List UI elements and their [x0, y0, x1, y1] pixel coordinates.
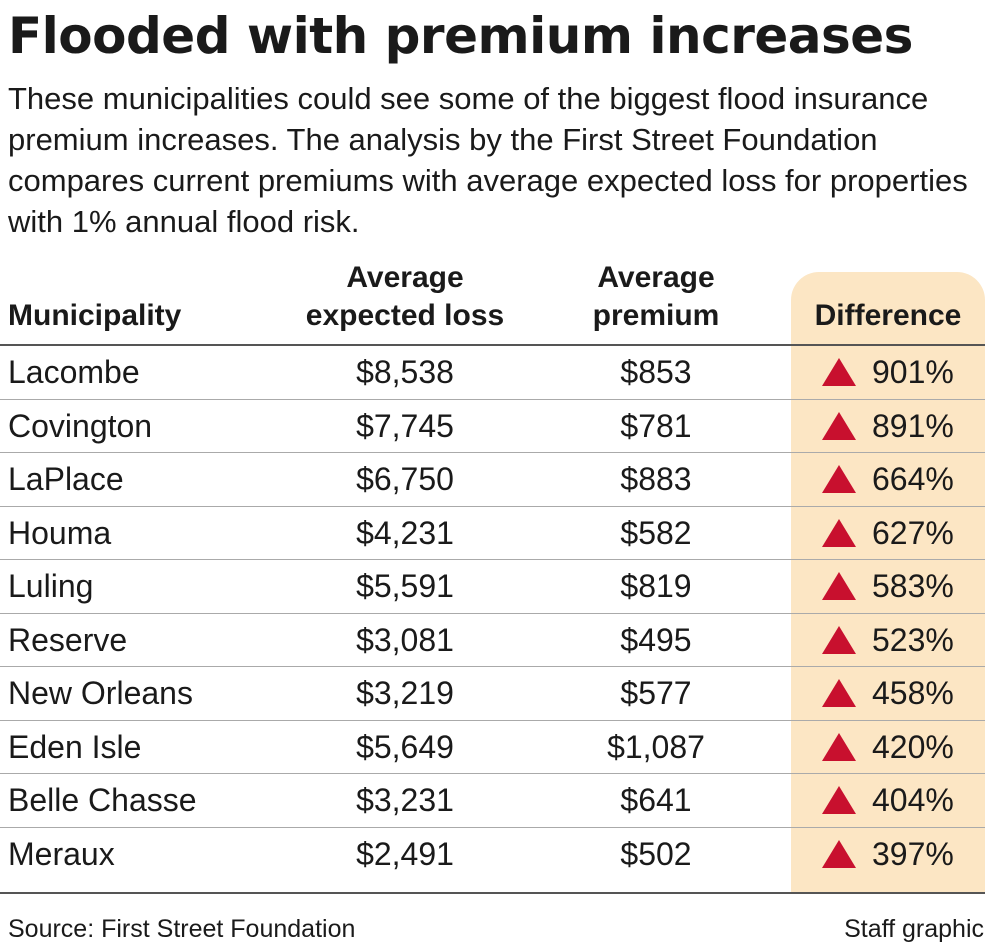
up-triangle-icon — [822, 518, 856, 547]
municipality-cell: Reserve — [8, 621, 128, 658]
header-difference-line: Difference — [814, 299, 962, 332]
expected-loss-cell: $8,538 — [356, 354, 454, 390]
premium-cell: $819 — [620, 568, 692, 604]
header-expected-loss-line-1: Average — [346, 261, 464, 294]
table-row: Reserve $3,081 $495 523% — [0, 614, 985, 667]
municipality-cell: Luling — [8, 568, 94, 604]
table-row: Luling $5,591 $819 583% — [0, 560, 985, 614]
difference-value: 891% — [872, 407, 954, 444]
premium-cell: $582 — [620, 514, 692, 551]
table-row: Lacombe $8,538 $853 901% — [0, 346, 985, 400]
premium-cell: $853 — [620, 354, 692, 390]
municipality-cell: Eden Isle — [8, 728, 142, 765]
difference-value: 404% — [872, 782, 954, 818]
difference-value: 901% — [872, 354, 954, 390]
up-triangle-icon — [822, 465, 856, 493]
chart-title: Flooded with premium increases — [8, 7, 913, 65]
municipality-cell: Meraux — [8, 835, 115, 872]
difference-value: 627% — [872, 514, 954, 551]
expected-loss-cell: $5,591 — [356, 568, 454, 604]
header-municipality: Municipality — [8, 297, 181, 335]
header-expected-loss-line-2: expected loss — [305, 299, 505, 332]
difference-value: 664% — [872, 461, 954, 497]
up-triangle-icon — [822, 358, 856, 386]
table-row: Meraux $2,491 $502 397% — [0, 828, 985, 881]
up-triangle-icon — [822, 411, 856, 440]
municipality-cell: Houma — [8, 514, 112, 551]
premium-cell: $781 — [620, 407, 692, 444]
chart-subtitle: These municipalities could see some of t… — [8, 81, 968, 239]
premium-cell: $1,087 — [607, 728, 705, 765]
expected-loss-cell: $5,649 — [356, 728, 454, 765]
expected-loss-cell: $6,750 — [356, 461, 454, 497]
difference-value: 523% — [872, 621, 954, 658]
table-row: LaPlace $6,750 $883 664% — [0, 453, 985, 507]
header-expected-loss: Average expected loss — [290, 259, 520, 335]
footer-rule — [0, 892, 985, 894]
municipality-cell: LaPlace — [8, 461, 124, 497]
up-triangle-icon — [822, 625, 856, 654]
up-triangle-icon — [822, 786, 856, 814]
table-row: Eden Isle $5,649 $1,087 420% — [0, 721, 985, 774]
expected-loss-cell: $2,491 — [356, 835, 454, 872]
header-municipality-line: Municipality — [8, 299, 182, 332]
table-body: Lacombe $8,538 $853 901% Covington $7,745 $781… — [0, 346, 985, 880]
header-premium: Average premium — [540, 259, 772, 335]
table-row: New Orleans $3,219 $577 458% — [0, 667, 985, 721]
staff-credit: Staff graphic — [844, 915, 984, 943]
header-difference: Difference — [791, 297, 985, 335]
header-rule — [0, 344, 985, 346]
header-premium-line-2: premium — [592, 299, 720, 332]
municipality-cell: Covington — [8, 407, 153, 444]
expected-loss-cell: $7,745 — [356, 407, 454, 444]
municipality-cell: New Orleans — [8, 675, 193, 711]
expected-loss-cell: $4,231 — [356, 514, 454, 551]
table-row: Belle Chasse $3,231 $641 404% — [0, 774, 985, 828]
table-row: Houma $4,231 $582 627% — [0, 507, 985, 560]
expected-loss-cell: $3,219 — [356, 675, 454, 711]
difference-value: 397% — [872, 835, 954, 872]
up-triangle-icon — [822, 679, 856, 707]
up-triangle-icon — [822, 839, 856, 868]
up-triangle-icon — [822, 572, 856, 600]
source-note: Source: First Street Foundation — [8, 915, 356, 943]
expected-loss-cell: $3,231 — [356, 782, 454, 818]
premium-cell: $883 — [620, 461, 692, 497]
premium-cell: $577 — [620, 675, 692, 711]
premium-cell: $641 — [620, 782, 692, 818]
difference-value: 420% — [872, 728, 954, 765]
expected-loss-cell: $3,081 — [356, 621, 454, 658]
municipality-cell: Belle Chasse — [8, 782, 197, 818]
header-premium-line-1: Average — [597, 261, 715, 294]
municipality-cell: Lacombe — [8, 354, 140, 390]
table-row: Covington $7,745 $781 891% — [0, 400, 985, 453]
premium-cell: $502 — [620, 835, 692, 872]
difference-value: 583% — [872, 568, 954, 604]
difference-value: 458% — [872, 675, 954, 711]
premium-cell: $495 — [620, 621, 692, 658]
up-triangle-icon — [822, 732, 856, 761]
